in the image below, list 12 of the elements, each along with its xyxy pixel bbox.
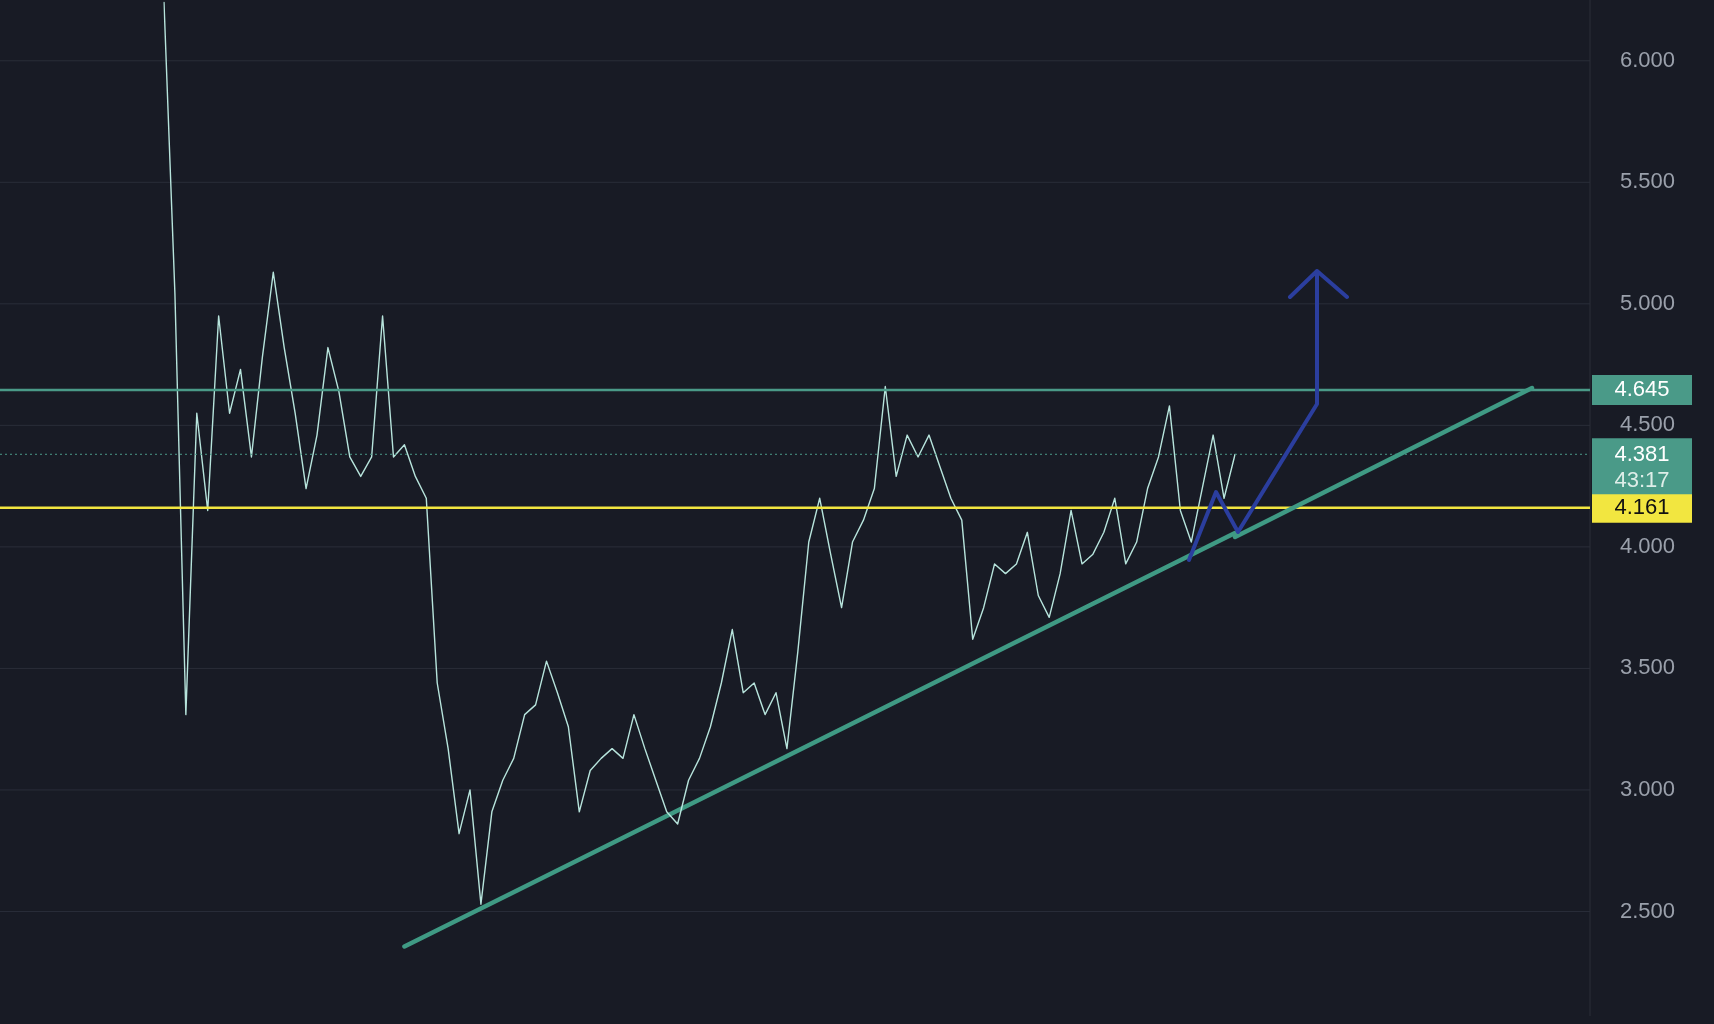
y-tick-label: 4.500: [1620, 411, 1676, 437]
y-tick-label: 3.000: [1620, 776, 1676, 802]
ref-line-label: 4.645: [1614, 376, 1670, 402]
y-tick-label: 4.000: [1620, 532, 1676, 558]
y-tick-label: 3.500: [1620, 654, 1676, 680]
y-tick-label: 2.500: [1620, 897, 1676, 923]
y-tick-label: 5.000: [1620, 289, 1676, 315]
y-tick-label: 5.500: [1620, 168, 1676, 194]
ref-line-label: 4.161: [1614, 493, 1670, 519]
text: 43:17: [1614, 467, 1670, 493]
ref-line-label: 4.381: [1614, 441, 1670, 467]
y-tick-label: 6.000: [1620, 46, 1676, 72]
